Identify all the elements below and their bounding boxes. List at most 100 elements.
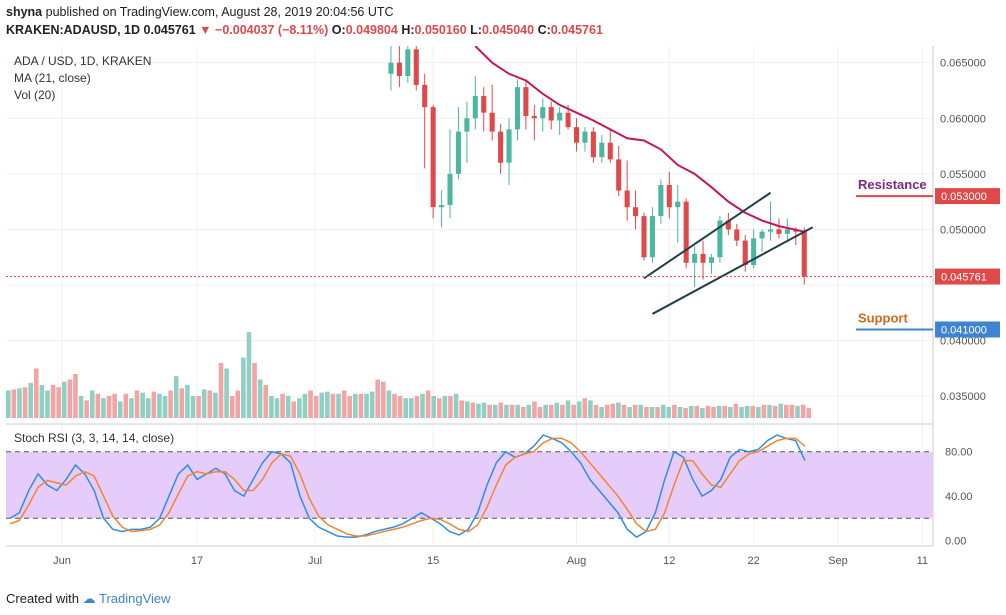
volume-bar — [576, 401, 582, 418]
candle-body — [641, 216, 647, 258]
tradingview-brand: TradingView — [99, 591, 171, 606]
candle-body — [607, 142, 613, 160]
volume-bar — [487, 404, 492, 418]
chart-legend-title[interactable]: ADA / USD, 1D, KRAKEN — [14, 54, 152, 68]
volume-bar — [644, 407, 649, 418]
volume-bar — [660, 404, 666, 418]
candle-body — [649, 216, 655, 258]
volume-bar — [509, 404, 515, 418]
publish-info: shyna published on TradingView.com, Augu… — [6, 5, 394, 19]
volume-bar — [145, 398, 151, 418]
volume-bar — [285, 396, 291, 418]
volume-bar — [117, 401, 123, 418]
candle-body — [540, 107, 546, 119]
candle-body — [708, 257, 715, 263]
ma-legend[interactable]: MA (21, close) — [14, 71, 91, 85]
price-axis[interactable]: 0.065000 0.060000 0.055000 0.050000 0.040000… — [935, 58, 1000, 548]
high-label: H: — [401, 23, 415, 37]
candle-body — [675, 201, 681, 208]
volume-bar — [515, 404, 520, 418]
volume-bar — [436, 398, 442, 418]
volume-bar — [548, 404, 554, 418]
volume-bar — [459, 400, 464, 418]
candle-body — [565, 112, 571, 128]
candle-body — [742, 240, 748, 266]
volume-bar — [252, 363, 257, 418]
price-channel — [643, 191, 814, 315]
volume-bar — [604, 404, 610, 418]
volume-bar — [784, 404, 789, 418]
time-tick-label: 12 — [663, 555, 675, 567]
stoch-legend[interactable]: Stoch RSI (3, 3, 14, 14, close) — [14, 431, 175, 445]
price-tick-label: 0.055000 — [940, 169, 986, 181]
volume-bar — [554, 402, 560, 418]
volume-bar — [112, 393, 117, 418]
volume-bar — [481, 402, 487, 418]
volume-bar — [621, 404, 627, 418]
volume-bar — [728, 407, 733, 418]
volume-bar — [246, 332, 252, 418]
volume-bar — [196, 396, 201, 418]
volume-bar — [453, 393, 459, 418]
current-price-tag — [935, 268, 1000, 285]
volume-bar — [325, 391, 330, 418]
volume-legend[interactable]: Vol (20) — [14, 88, 56, 102]
volume-bar — [392, 393, 397, 418]
candlesticks — [388, 46, 807, 288]
volume-bar — [627, 407, 632, 418]
volume-bar — [280, 393, 285, 418]
volume-bar — [235, 390, 241, 418]
support-price-tag — [935, 321, 1000, 338]
time-tick-label: 17 — [191, 555, 203, 567]
volume-bar — [67, 379, 73, 418]
volume-bar — [711, 407, 716, 418]
volume-bar — [257, 379, 263, 418]
volume-bar — [358, 393, 364, 418]
time-axis[interactable]: Jun 17 Jul 15 Aug 12 22 Sep 11 — [53, 555, 928, 567]
support-resistance-lines — [6, 195, 933, 331]
candle-body — [734, 229, 740, 241]
price-change: −0.004037 (−8.11%) — [215, 23, 329, 37]
volume-bar — [381, 381, 386, 418]
footer-credit[interactable]: Created with ☁ TradingView — [6, 591, 171, 607]
down-arrow-icon: ▼ — [199, 23, 212, 37]
candle-body — [759, 231, 765, 239]
candle-body — [472, 96, 478, 119]
volume-bar — [168, 390, 173, 418]
volume-bar — [649, 407, 655, 418]
candle-body — [481, 96, 487, 113]
candle-body — [767, 229, 774, 232]
candle-body — [489, 112, 495, 132]
volume-bar — [386, 390, 392, 418]
volume-bar — [448, 396, 453, 418]
volume-bar — [750, 405, 756, 418]
candle-body — [692, 253, 698, 263]
chart-area[interactable]: 0.065000 0.060000 0.055000 0.050000 0.040000… — [0, 46, 1006, 576]
volume-bar — [599, 407, 604, 418]
author-name[interactable]: shyna — [6, 5, 43, 19]
volume-bar — [593, 404, 599, 418]
candle-body — [413, 49, 419, 85]
volume-bar — [224, 368, 229, 418]
volume-bar — [229, 396, 235, 418]
volume-bar — [543, 404, 548, 418]
volume-bar — [532, 401, 537, 418]
volume-bar — [504, 404, 509, 418]
created-with-text: Created with — [6, 591, 79, 606]
volume-bar — [610, 403, 616, 418]
candle-body — [725, 220, 731, 230]
volume-bar — [565, 400, 571, 418]
time-tick-label: 22 — [748, 555, 760, 567]
volume-bar — [683, 408, 688, 418]
volume-bar — [173, 376, 179, 418]
volume-bar — [56, 387, 61, 418]
volume-bars — [6, 332, 811, 418]
volume-bar — [694, 405, 700, 418]
volume-bar — [403, 398, 408, 418]
volume-bar — [134, 390, 140, 418]
volume-bar — [89, 390, 95, 418]
candle-body — [590, 131, 596, 158]
candle-body — [430, 107, 436, 208]
candle-body — [557, 112, 563, 121]
volume-bar — [6, 390, 11, 418]
